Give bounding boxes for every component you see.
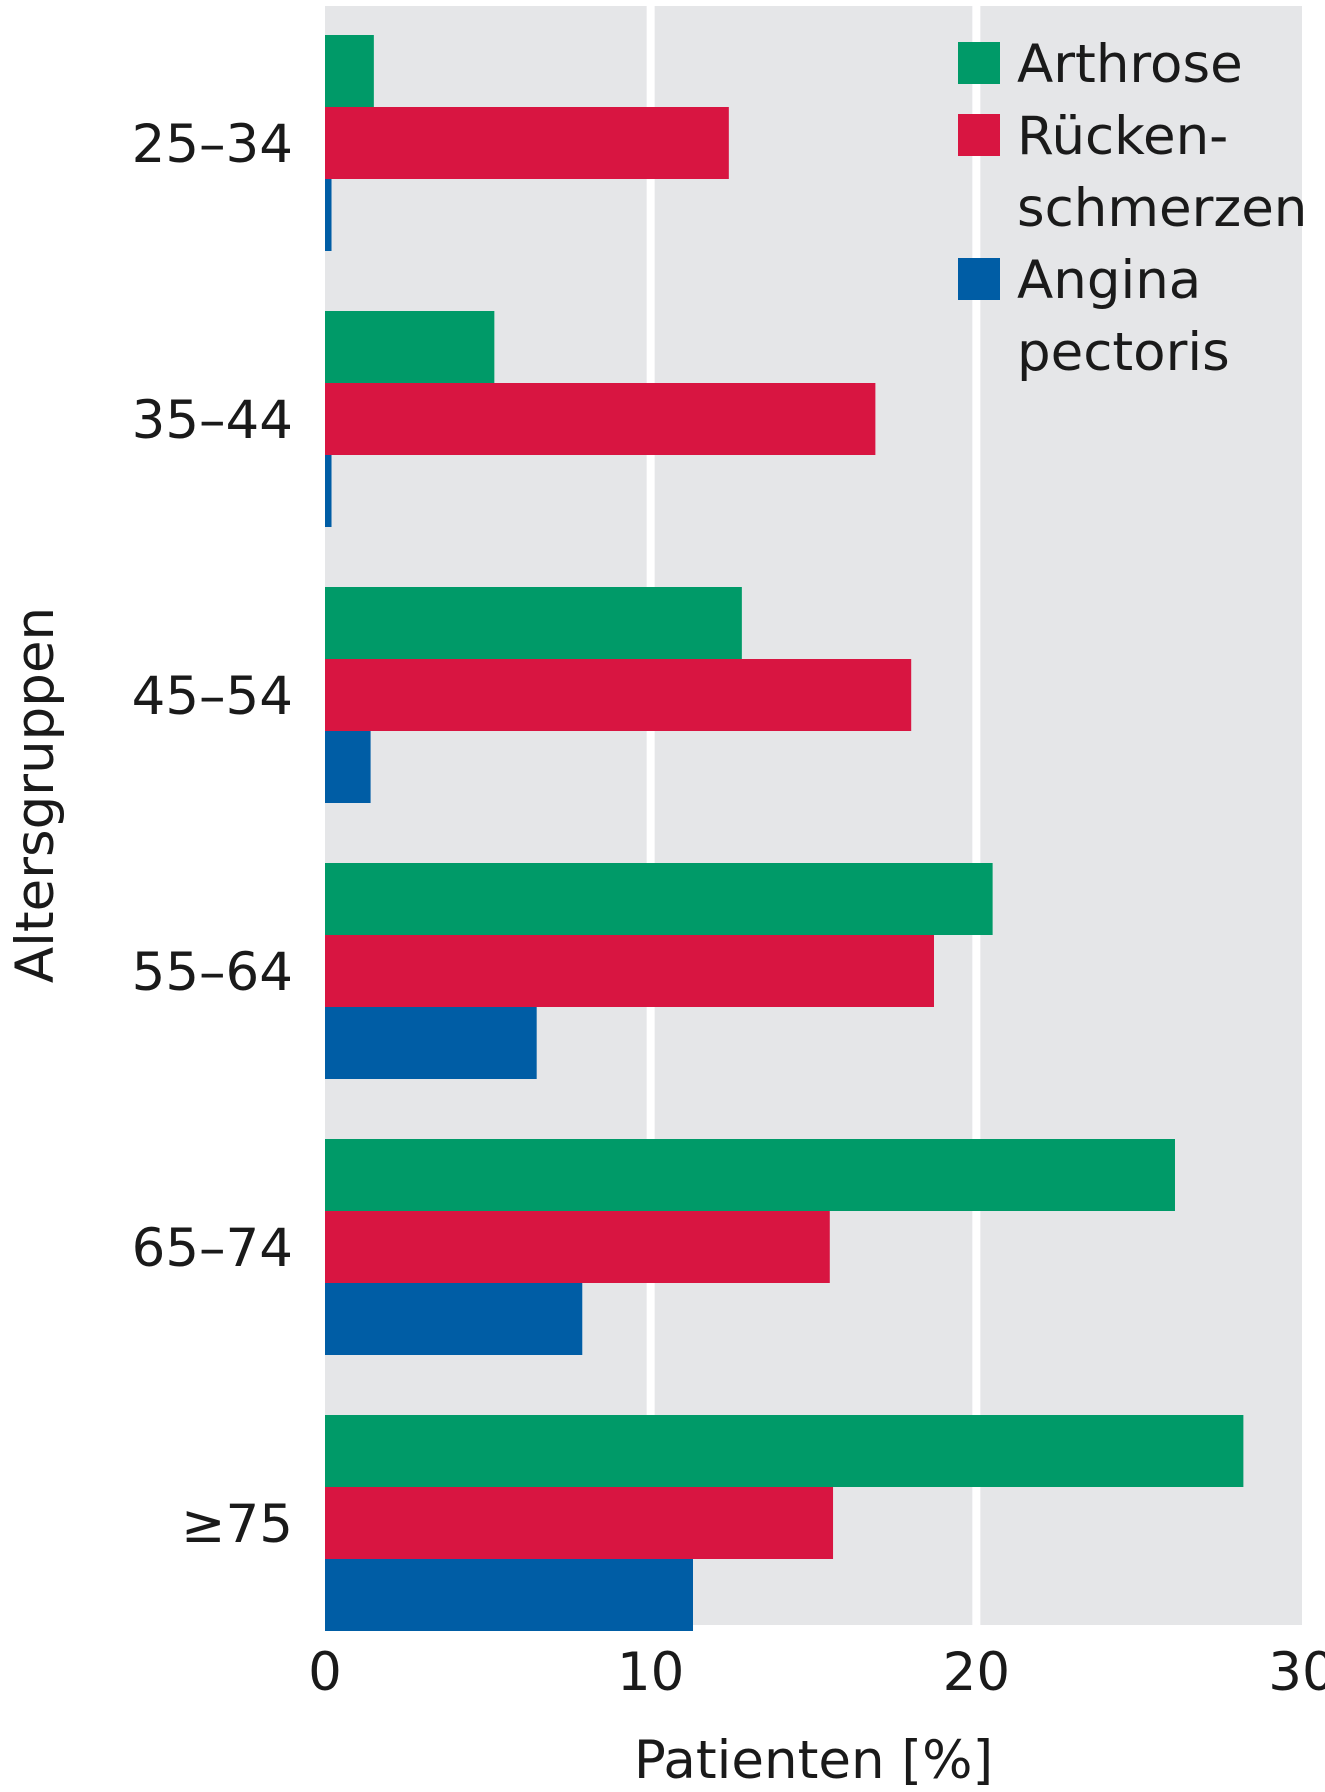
bar-rückenschmerzen	[325, 935, 934, 1007]
bar-angina-pectoris	[325, 1283, 583, 1355]
legend-swatch	[958, 114, 1000, 156]
bar-angina-pectoris	[325, 1007, 537, 1079]
bar-rückenschmerzen	[325, 383, 876, 455]
y-tick-labels: 25–34 35–44 45–54 55–64 65–74 ≥75	[132, 114, 293, 1555]
legend: Arthrose Rücken-schmerzen Angina pectoris	[958, 34, 1307, 383]
x-tick-label: 20	[943, 1642, 1010, 1703]
x-axis-title: Patienten [%]	[634, 1730, 993, 1791]
bar-rückenschmerzen	[325, 107, 729, 179]
x-tick-label: 30	[1268, 1642, 1325, 1703]
bar-arthrose	[325, 311, 495, 383]
legend-swatch	[958, 258, 1000, 300]
legend-label: Angina	[1017, 250, 1201, 311]
bar-arthrose	[325, 35, 374, 107]
y-tick-label: 45–54	[132, 666, 293, 727]
y-tick-label: 55–64	[132, 942, 293, 1003]
y-tick-label: 25–34	[132, 114, 293, 175]
bar-rückenschmerzen	[325, 1211, 830, 1283]
bar-rückenschmerzen	[325, 659, 912, 731]
legend-label: pectoris	[1017, 322, 1230, 383]
x-tick-label: 0	[308, 1642, 342, 1703]
bar-arthrose	[325, 587, 742, 659]
bar-angina-pectoris	[325, 731, 371, 803]
bar-angina-pectoris	[325, 179, 332, 251]
x-tick-labels: 0 10 20 30	[308, 1642, 1325, 1703]
bar-arthrose	[325, 863, 993, 935]
y-tick-label: 35–44	[132, 390, 293, 451]
legend-label: Arthrose	[1017, 34, 1243, 95]
plot-area	[325, 6, 1302, 1625]
legend-swatch	[958, 42, 1000, 84]
y-tick-label: ≥75	[181, 1494, 293, 1555]
bar-arthrose	[325, 1415, 1244, 1487]
bars	[325, 35, 1244, 1631]
y-tick-label: 65–74	[132, 1218, 293, 1279]
bar-rückenschmerzen	[325, 1487, 834, 1559]
bar-arthrose	[325, 1139, 1175, 1211]
legend-label: Rücken-	[1017, 106, 1228, 167]
legend-label: schmerzen	[1017, 178, 1307, 239]
bar-angina-pectoris	[325, 455, 332, 527]
bar-angina-pectoris	[325, 1559, 694, 1631]
x-tick-label: 10	[617, 1642, 684, 1703]
y-axis-title: Altersgruppen	[5, 607, 66, 983]
